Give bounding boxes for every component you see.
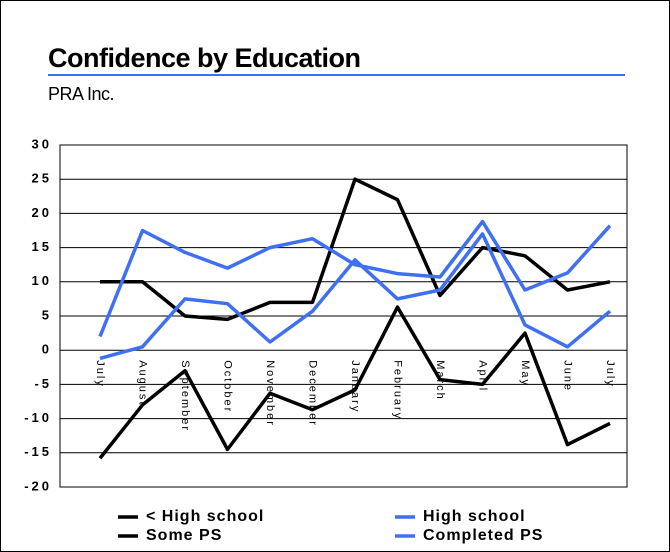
series-line	[98, 305, 611, 460]
y-tick-label: -5	[34, 376, 52, 391]
y-tick-label: -15	[24, 444, 52, 459]
y-tick-label: 10	[32, 273, 52, 288]
legend-label: High school	[423, 508, 526, 525]
legend-label: < High school	[146, 508, 264, 525]
x-tick-label: October	[222, 360, 234, 413]
x-tick-label: May	[519, 360, 531, 387]
x-tick-label: February	[392, 360, 404, 420]
x-tick-label: July	[604, 360, 616, 388]
x-tick-label: December	[307, 360, 319, 427]
chart-subtitle: PRA Inc.	[48, 84, 114, 104]
series-line	[100, 177, 611, 322]
legend-label: Completed PS	[423, 527, 543, 544]
y-tick-label: -10	[24, 410, 52, 425]
y-tick-label: 0	[42, 342, 52, 357]
series-line	[98, 219, 612, 338]
y-tick-label: 20	[32, 205, 52, 220]
series-line	[99, 232, 612, 361]
y-tick-label: 30	[32, 136, 52, 151]
y-tick-label: -20	[24, 478, 52, 493]
y-tick-label: 15	[32, 239, 52, 254]
x-tick-label: June	[562, 360, 574, 392]
y-tick-label: 25	[32, 171, 52, 186]
legend-label: Some PS	[146, 527, 222, 544]
y-tick-label: 5	[42, 307, 52, 322]
x-tick-label: August	[137, 360, 149, 406]
plot-frame	[59, 144, 628, 488]
chart-title: Confidence by Education	[48, 43, 361, 73]
x-tick-label: April	[477, 360, 489, 392]
x-tick-label: July	[94, 360, 106, 388]
